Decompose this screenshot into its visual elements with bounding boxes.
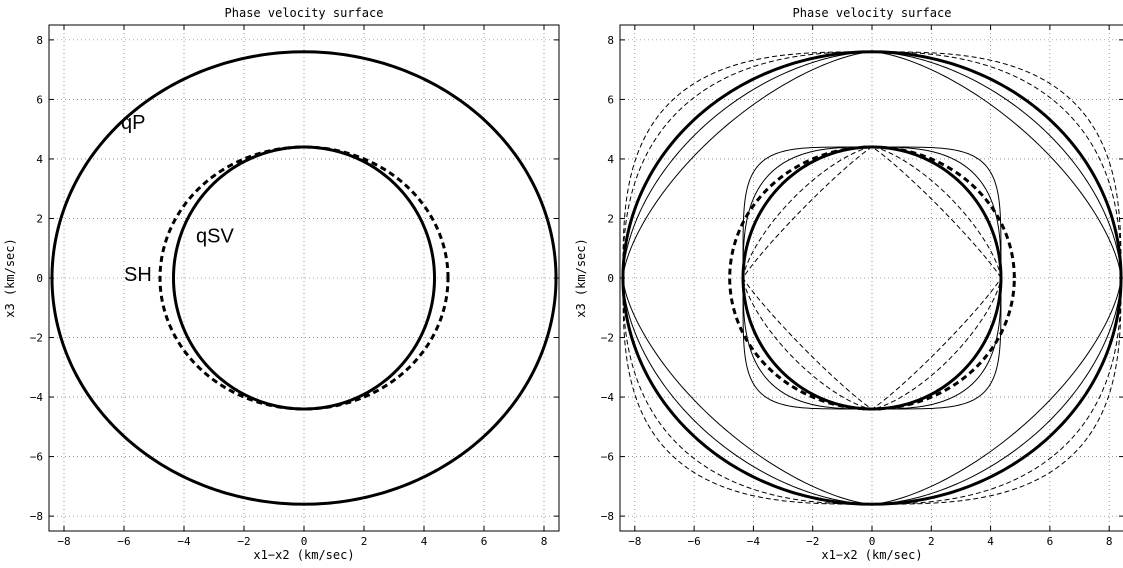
x-tick-label: 4	[987, 535, 994, 548]
curve-label-sh: SH	[124, 264, 152, 286]
x-tick-label: 4	[421, 535, 428, 548]
y-tick-label: 4	[36, 153, 43, 166]
x-tick-label: −6	[117, 535, 130, 548]
y-tick-label: −8	[30, 510, 43, 523]
x-tick-label: −6	[687, 535, 700, 548]
y-tick-label: 8	[607, 34, 614, 47]
y-axis-label: x3 (km/sec)	[574, 238, 588, 317]
y-tick-label: 6	[607, 93, 614, 106]
y-tick-label: −2	[601, 332, 614, 345]
sh-curve	[158, 145, 450, 411]
series-curve-1	[728, 145, 1016, 411]
y-tick-label: 2	[607, 212, 614, 225]
x-tick-label: −2	[237, 535, 250, 548]
y-tick-label: 8	[36, 34, 43, 47]
y-tick-label: −4	[601, 391, 615, 404]
y-tick-label: 0	[36, 272, 43, 285]
y-axis-label: x3 (km/sec)	[3, 238, 17, 317]
series-curve-9	[742, 146, 1002, 410]
y-tick-label: −8	[601, 510, 614, 523]
curve-label-qsv: qSV	[196, 225, 234, 247]
chart-panel-2: −8 −6 −4 −2 0 2 4 6 8 −8 −6 −4 −2 0 2 4 6 8 Phase velocity…	[574, 6, 1123, 562]
y-tick-label: −6	[601, 451, 614, 464]
x-tick-label: −2	[806, 535, 819, 548]
y-tick-label: 0	[607, 272, 614, 285]
y-tick-label: −4	[30, 391, 44, 404]
chart-title: Phase velocity surface	[793, 6, 952, 20]
x-tick-label: −4	[177, 535, 191, 548]
chart-panel-1: −8 −6 −4 −2 0 2 4 6 8 −8 −6 −4 −2 0 2 4 6 8 Phase velocity…	[3, 6, 560, 562]
x-tick-label: 6	[1047, 535, 1054, 548]
plot-frame	[619, 24, 1123, 532]
y-tick-label: −6	[30, 451, 43, 464]
x-axis-label: x1−x2 (km/sec)	[821, 548, 922, 562]
series-curve-10	[742, 146, 1002, 410]
x-tick-label: −4	[747, 535, 761, 548]
x-tick-label: 2	[928, 535, 935, 548]
y-tick-label: 4	[607, 153, 614, 166]
curve-label-qp: qP	[121, 112, 145, 134]
qsv-curve	[171, 145, 437, 411]
x-tick-label: 6	[481, 535, 488, 548]
x-tick-label: 2	[361, 535, 368, 548]
chart-title: Phase velocity surface	[225, 6, 384, 20]
x-tick-label: 8	[1106, 535, 1113, 548]
y-tick-label: 2	[36, 212, 43, 225]
x-tick-label: 0	[869, 535, 876, 548]
y-tick-label: −2	[30, 332, 43, 345]
x-tick-label: 8	[541, 535, 548, 548]
x-tick-label: 0	[301, 535, 308, 548]
x-tick-label: −8	[57, 535, 70, 548]
x-tick-label: −8	[628, 535, 641, 548]
y-tick-label: 6	[36, 93, 43, 106]
x-axis-label: x1−x2 (km/sec)	[253, 548, 354, 562]
